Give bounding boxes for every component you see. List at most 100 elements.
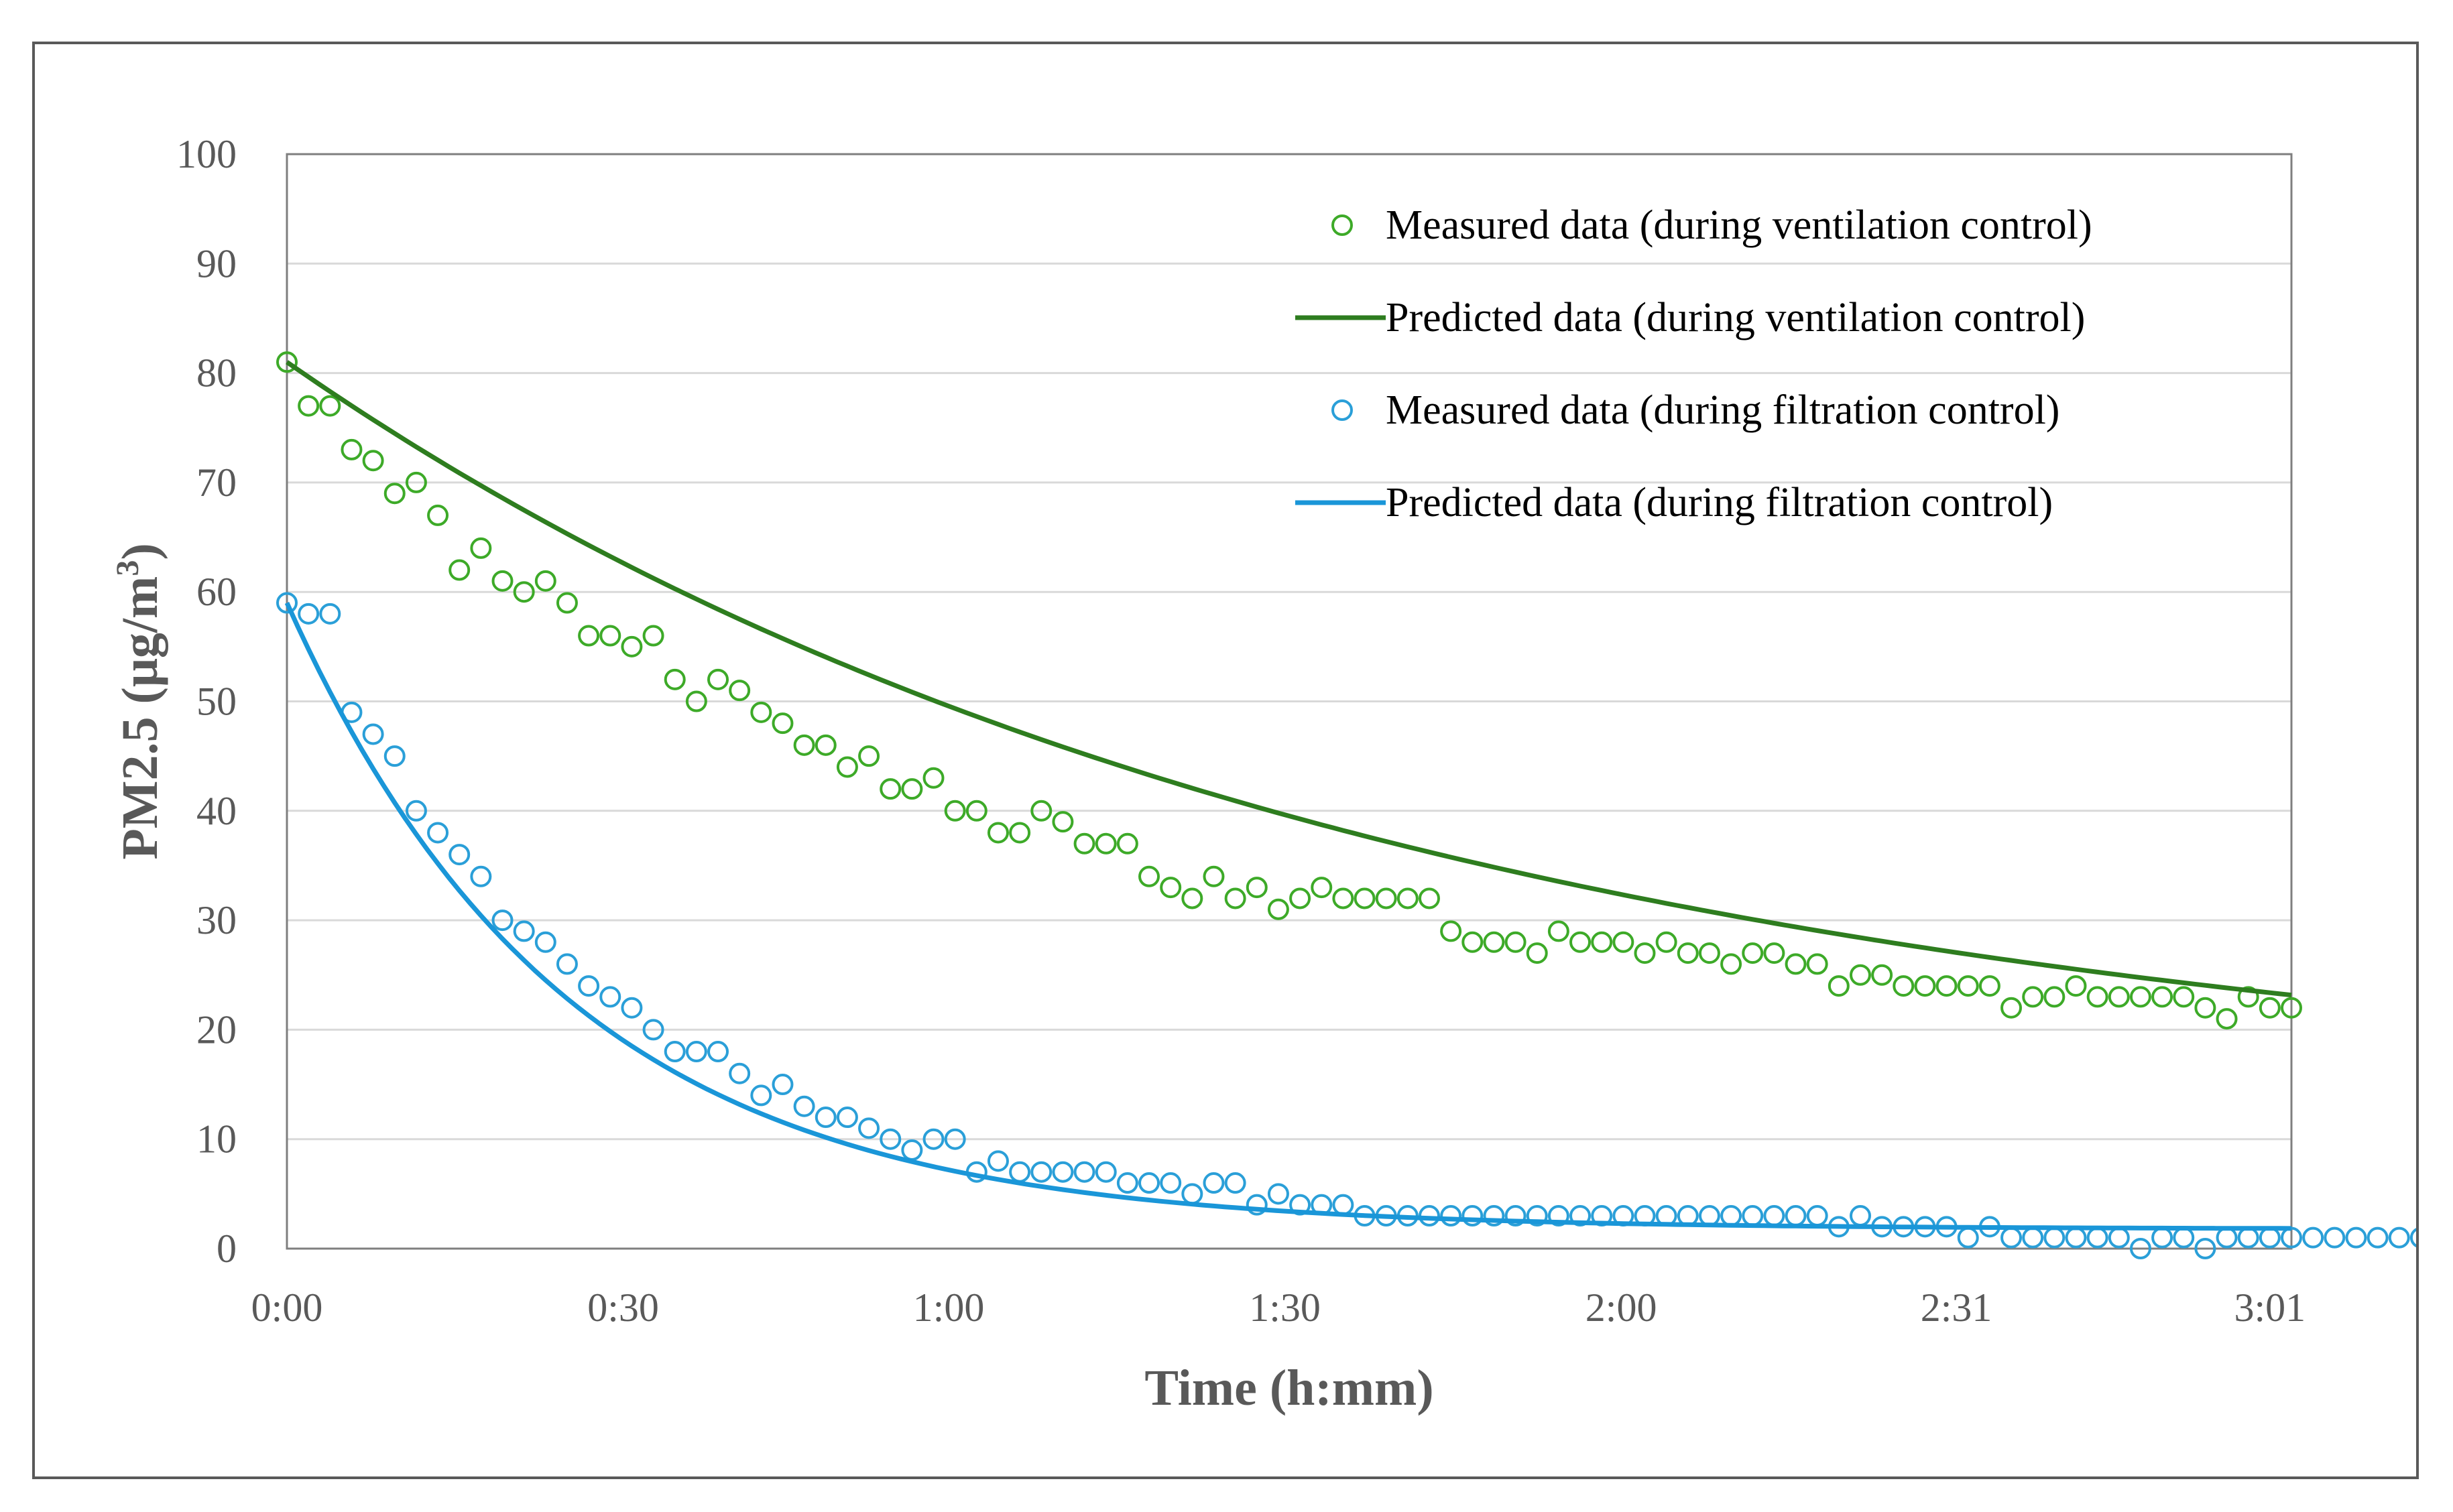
data-point: [1030, 800, 1053, 822]
data-point: [1720, 953, 1742, 975]
data-point: [1526, 1205, 1548, 1227]
data-point: [534, 931, 556, 953]
data-point: [578, 625, 600, 647]
data-point: [621, 997, 643, 1019]
data-point: [1526, 942, 1548, 964]
data-point: [2302, 1226, 2324, 1249]
data-point: [405, 800, 427, 822]
data-point: [2022, 986, 2044, 1008]
x-tick-label: 0:00: [251, 1285, 323, 1330]
data-point: [2237, 986, 2259, 1008]
data-point: [448, 844, 471, 866]
data-point: [1009, 822, 1031, 844]
data-point: [2259, 1226, 2281, 1249]
data-point: [1569, 931, 1592, 953]
series-layer: [276, 351, 2416, 1259]
data-point: [922, 767, 945, 789]
data-point: [858, 745, 880, 767]
data-point: [1849, 1205, 1871, 1227]
data-point: [750, 701, 772, 723]
data-point: [1181, 1183, 1203, 1205]
data-point: [1116, 1172, 1138, 1194]
data-point: [2194, 1238, 2216, 1259]
data-point: [1203, 1172, 1225, 1194]
data-point: [1138, 865, 1160, 887]
data-point: [1978, 975, 2000, 997]
data-point: [1698, 942, 1720, 964]
data-point: [2324, 1226, 2346, 1249]
y-tick-label: 40: [196, 789, 237, 833]
data-point: [1828, 975, 1850, 997]
data-point: [1547, 920, 1569, 942]
y-tick-label: 70: [196, 460, 237, 505]
data-point: [965, 800, 988, 822]
data-point: [772, 1074, 794, 1096]
data-point: [1203, 865, 1225, 887]
data-point: [836, 1107, 858, 1129]
data-point: [2173, 986, 2195, 1008]
data-point: [1246, 877, 1268, 899]
data-point: [2108, 986, 2130, 1008]
data-point: [319, 603, 341, 625]
x-tick-label: 1:00: [913, 1285, 985, 1330]
legend-label-filt-measured: Measured data (during filtration control…: [1386, 387, 2059, 433]
data-point: [1181, 887, 1203, 909]
data-point: [1763, 942, 1785, 964]
data-point: [470, 865, 492, 887]
data-point: [513, 920, 535, 942]
data-point: [1052, 811, 1074, 833]
y-tick-label: 60: [196, 570, 237, 614]
data-point: [1095, 832, 1117, 855]
data-point: [1030, 1161, 1053, 1183]
data-point: [2000, 997, 2023, 1019]
data-point: [1483, 931, 1505, 953]
gridlines: [287, 262, 2291, 1141]
data-point: [922, 1128, 945, 1150]
data-point: [1591, 931, 1613, 953]
y-tick-label: 10: [196, 1117, 237, 1161]
data-point: [556, 592, 578, 614]
series-2: [276, 592, 2416, 1259]
series-3: [284, 602, 2292, 1231]
data-point: [1267, 1183, 1289, 1205]
y-tick-label: 50: [196, 680, 237, 724]
data-point: [1354, 887, 1376, 909]
data-point: [1224, 1172, 1246, 1194]
data-point: [880, 1128, 902, 1150]
y-tick-label: 100: [176, 132, 237, 176]
data-point: [1461, 931, 1484, 953]
y-tick-label: 90: [196, 241, 237, 286]
data-point: [642, 1019, 664, 1041]
data-point: [1267, 898, 1289, 920]
data-point: [664, 668, 686, 690]
data-point: [664, 1041, 686, 1063]
data-point: [729, 680, 751, 702]
data-point: [1332, 887, 1354, 909]
legend: Measured data (during ventilation contro…: [1295, 202, 2092, 525]
data-point: [1547, 1205, 1569, 1227]
data-point: [1461, 1205, 1484, 1227]
data-point: [1073, 832, 1095, 855]
plot-area-border: [286, 153, 2293, 1250]
data-point: [707, 1041, 729, 1063]
data-point: [599, 625, 621, 647]
data-point: [1720, 1205, 1742, 1227]
data-point: [1785, 953, 1807, 975]
data-point: [383, 745, 406, 767]
data-point: [1612, 931, 1634, 953]
data-point: [836, 756, 858, 778]
data-point: [298, 395, 320, 417]
data-point: [534, 570, 556, 592]
data-point: [1073, 1161, 1095, 1183]
data-point: [1440, 920, 1462, 942]
data-point: [1785, 1205, 1807, 1227]
y-tick-label: 30: [196, 898, 237, 942]
data-point: [448, 559, 471, 581]
data-point: [987, 1150, 1009, 1172]
data-point: [578, 975, 600, 997]
data-point: [1957, 975, 1979, 997]
data-point: [1935, 975, 1958, 997]
data-point: [1957, 1226, 1979, 1249]
data-point: [1332, 1194, 1354, 1216]
data-point: [491, 909, 514, 932]
